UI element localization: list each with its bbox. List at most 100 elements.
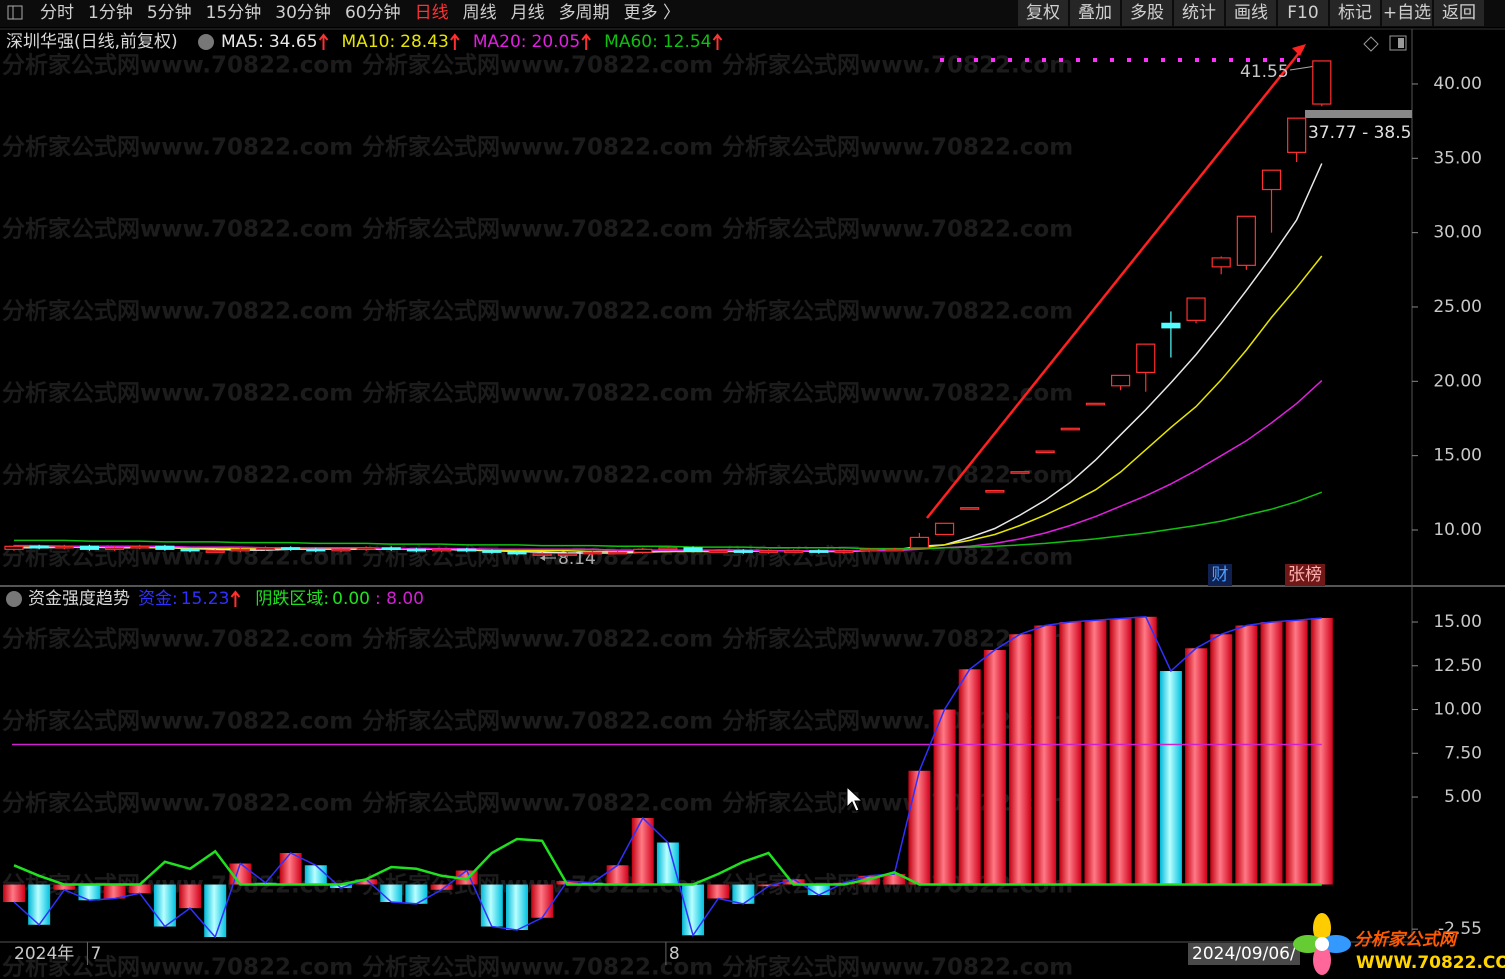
bar xyxy=(732,884,755,904)
badge[interactable]: 张榜 xyxy=(1288,565,1322,585)
candle-body xyxy=(104,547,125,550)
x-tick-label: 7 xyxy=(90,944,101,964)
ma-line xyxy=(14,255,1323,553)
period-tab[interactable]: 更多 〉 xyxy=(624,3,680,23)
watermark: 分析家公式网www.70822.com xyxy=(722,134,1073,161)
trend-line xyxy=(926,47,1304,519)
period-tab[interactable]: 月线 xyxy=(511,3,545,23)
period-tab[interactable]: 5分钟 xyxy=(147,3,192,23)
candle-body xyxy=(281,547,301,550)
watermark: 分析家公式网www.70822.com xyxy=(362,954,713,979)
period-tab[interactable]: 日线 xyxy=(415,3,449,23)
period-tab[interactable]: 多周期 xyxy=(559,3,610,23)
bar xyxy=(682,884,705,936)
candle-body xyxy=(1010,471,1030,474)
candle-body xyxy=(834,550,854,553)
candle-body xyxy=(859,548,879,552)
legend-value: 20.05 xyxy=(532,32,581,52)
watermark: 分析家公式网www.70822.com xyxy=(362,52,713,79)
ma-line xyxy=(14,491,1323,550)
candle-body xyxy=(356,547,376,550)
badge-bg[interactable] xyxy=(1285,564,1325,586)
candle-body xyxy=(784,550,804,553)
bar xyxy=(153,884,176,927)
diamond-icon[interactable] xyxy=(1363,36,1379,52)
logo-url: WWW.70822.COM xyxy=(1356,953,1505,973)
tool-button[interactable]: 复权 xyxy=(1026,3,1060,23)
logo-title: 分析家公式网 xyxy=(1354,930,1459,950)
tool-button[interactable]: 标记 xyxy=(1338,3,1372,23)
bar xyxy=(1159,671,1182,885)
up-arrow xyxy=(450,33,460,50)
badge-bg[interactable] xyxy=(1208,564,1232,586)
candle-body xyxy=(633,548,653,553)
candle-body xyxy=(1211,257,1231,268)
tool-button[interactable]: 叠加 xyxy=(1078,3,1112,23)
legend-value: 28.43 xyxy=(400,32,449,52)
badge[interactable]: 财 xyxy=(1212,565,1229,585)
trend-arrow xyxy=(1292,44,1306,56)
bar xyxy=(1260,622,1283,885)
legend-value: 12.54 xyxy=(663,32,712,52)
tool-button-bg xyxy=(1018,0,1068,26)
bar xyxy=(707,884,730,899)
watermark: 分析家公式网www.70822.com xyxy=(2,134,353,161)
period-tab[interactable]: 1分钟 xyxy=(88,3,133,23)
up-arrow xyxy=(712,33,723,50)
petal xyxy=(1313,913,1331,943)
cursor-date: 2024/09/06/ xyxy=(1192,944,1296,964)
candle-body xyxy=(482,550,502,553)
layout-icon-fill xyxy=(1398,38,1404,48)
up-arrow xyxy=(318,33,329,50)
candle-body xyxy=(205,550,225,553)
tool-button[interactable]: 返回 xyxy=(1442,3,1476,23)
bar xyxy=(430,884,453,890)
bar xyxy=(53,884,76,890)
tool-button[interactable]: 统计 xyxy=(1182,3,1216,23)
period-tab[interactable]: 60分钟 xyxy=(345,3,401,23)
petal xyxy=(1293,935,1323,953)
bar xyxy=(304,865,327,885)
bar xyxy=(1059,622,1082,885)
tool-button-bg xyxy=(1122,0,1172,26)
toggle-icon[interactable] xyxy=(6,591,22,607)
tool-button[interactable]: +自选 xyxy=(1383,3,1431,23)
candle-body xyxy=(1060,427,1080,431)
period-tab[interactable]: 30分钟 xyxy=(275,3,331,23)
up-arrow xyxy=(581,33,591,50)
watermark: 分析家公式网www.70822.com xyxy=(2,954,353,979)
legend-name: MA20: xyxy=(473,32,527,52)
watermark: 分析家公式网www.70822.com xyxy=(722,216,1073,243)
toolbar-items: 分时 1分钟 5分钟 15分钟 30分钟 60分钟 日线 周线 月线 多周期 更多 〉 复权 叠加 多股统… xyxy=(40,0,1484,26)
candle-body xyxy=(29,545,49,549)
candle-body xyxy=(1186,297,1206,321)
x-tick-label: 8 xyxy=(669,944,680,964)
period-tab[interactable]: 15分钟 xyxy=(206,3,262,23)
tool-button[interactable]: 多股 xyxy=(1130,3,1164,23)
layout-icon[interactable] xyxy=(1389,35,1407,51)
candle-body xyxy=(130,545,150,549)
bar xyxy=(1009,634,1031,885)
tool-button-bg xyxy=(1278,0,1328,26)
menu-icon[interactable] xyxy=(7,5,23,20)
period-tab[interactable]: 周线 xyxy=(463,3,497,23)
logo-flower xyxy=(1293,913,1351,975)
tool-button[interactable]: F10 xyxy=(1287,3,1318,23)
tool-button[interactable]: 画线 xyxy=(1234,3,1268,23)
bar xyxy=(958,669,981,885)
bar xyxy=(531,884,554,918)
petal xyxy=(1321,935,1351,953)
bar xyxy=(883,874,906,885)
tool-button-bg xyxy=(1382,0,1432,26)
y-tick-label: 30.00 xyxy=(1433,223,1482,243)
bar xyxy=(179,884,202,909)
bar xyxy=(506,884,528,931)
y-tick-label: 12.50 xyxy=(1433,656,1482,676)
period-tab[interactable]: 分时 xyxy=(40,3,74,23)
watermark: 分析家公式网www.70822.com xyxy=(362,380,713,407)
toggle-icon[interactable] xyxy=(198,34,214,50)
candle-body xyxy=(809,550,829,553)
petal-center xyxy=(1315,937,1329,951)
y-tick-label: -2.55 xyxy=(1438,919,1482,939)
